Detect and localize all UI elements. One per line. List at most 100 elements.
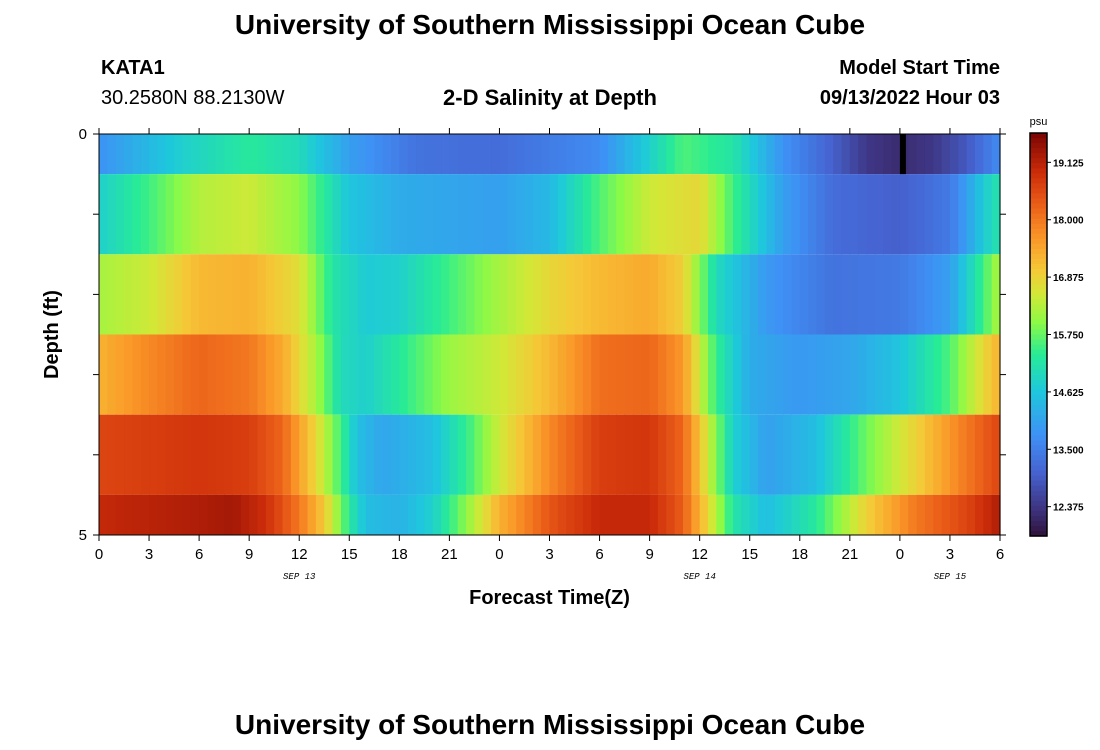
heatmap-cell [708, 134, 717, 175]
heatmap-cell [199, 494, 209, 535]
heatmap-cell [933, 254, 943, 335]
heatmap-cell [407, 174, 417, 255]
heatmap-cell [766, 414, 776, 495]
heatmap-cell [499, 334, 509, 415]
heatmap-cell [858, 494, 868, 535]
heatmap-cell [424, 254, 434, 335]
heatmap-cell [891, 334, 901, 415]
heatmap-cell [124, 134, 133, 175]
heatmap-cell [891, 494, 901, 535]
heatmap-cell [349, 414, 359, 495]
heatmap-cell [874, 134, 884, 175]
heatmap-cell [441, 494, 450, 535]
heatmap-cell [908, 134, 918, 175]
heatmap-cell [741, 494, 751, 535]
heatmap-cell [582, 414, 592, 495]
heatmap-cell [466, 174, 476, 255]
colorbar-segment [1030, 319, 1047, 326]
heatmap-cell [240, 254, 250, 335]
heatmap-cell [474, 174, 484, 255]
heatmap-cell [499, 414, 509, 495]
heatmap-cell [541, 414, 551, 495]
heatmap-cell [416, 254, 425, 335]
heatmap-cell [616, 414, 626, 495]
heatmap-cell [399, 414, 409, 495]
heatmap-cell [824, 414, 834, 495]
colorbar-segment [1030, 530, 1047, 537]
heatmap-cell [883, 494, 893, 535]
heatmap-cell [491, 174, 501, 255]
heatmap-cell [849, 414, 859, 495]
heatmap-cell [265, 414, 275, 495]
heatmap-cell [966, 414, 976, 495]
colorbar: psu 19.125 18.000 16.875 15.750 14.625 13.500 1… [1029, 116, 1084, 537]
heatmap-cell [958, 494, 968, 535]
heatmap-cell [891, 174, 901, 255]
heatmap-cell [307, 414, 317, 495]
heatmap-cell [916, 414, 926, 495]
heatmap-cell [165, 414, 175, 495]
heatmap-cell [941, 334, 951, 415]
heatmap-cell [115, 414, 125, 495]
heatmap-cell [541, 174, 551, 255]
heatmap-cell [357, 254, 367, 335]
heatmap-cell [107, 254, 117, 335]
heatmap-cell [991, 334, 1001, 415]
heatmap-cell [833, 414, 843, 495]
heatmap-cell [866, 174, 876, 255]
heatmap-cell [416, 134, 425, 175]
colorbar-segment [1030, 435, 1047, 441]
heatmap-cell [549, 174, 559, 255]
heatmap-cell [199, 254, 209, 335]
heatmap-cell [549, 254, 559, 335]
heatmap-cell [733, 134, 742, 175]
heatmap-cell [783, 494, 793, 535]
heatmap-cell [482, 254, 492, 335]
heatmap-cell [591, 494, 601, 535]
x-axis: 0 3 6 9 12 15 18 21 0 3 6 9 12 15 18 21 0 3 6 SEP 13 SEP 14 S… [95, 128, 1004, 609]
heatmap-cell [332, 134, 342, 175]
heatmap-cell [315, 134, 325, 175]
heatmap-cell [332, 414, 342, 495]
heatmap-cell [232, 254, 242, 335]
heatmap-cell [324, 494, 334, 535]
heatmap-cell [315, 174, 325, 255]
heatmap-cell [374, 494, 384, 535]
heatmap-cell [549, 494, 559, 535]
heatmap-cell [641, 254, 651, 335]
colorbar-segment [1030, 309, 1047, 315]
heatmap-cell [99, 174, 108, 255]
heatmap-cell [632, 174, 642, 255]
heatmap-cell [958, 134, 968, 175]
colorbar-segment [1030, 515, 1047, 522]
x-tick-label: 21 [841, 546, 858, 563]
heatmap-cell [599, 174, 609, 255]
colorbar-segment [1030, 304, 1047, 310]
heatmap-cell [766, 254, 776, 335]
heatmap-cell [449, 254, 459, 335]
heatmap-cell [190, 254, 200, 335]
heatmap-cell [657, 334, 667, 415]
heatmap-cell [491, 334, 501, 415]
heatmap-cell [899, 334, 909, 415]
heatmap-cell [908, 414, 918, 495]
heatmap-cell [240, 494, 250, 535]
heatmap-cell [824, 334, 834, 415]
heatmap-cell [199, 134, 209, 175]
heatmap-cell [599, 134, 609, 175]
heatmap-cell [616, 254, 626, 335]
colorbar-segment [1030, 284, 1047, 290]
heatmap-cell [716, 254, 726, 335]
heatmap-cell [315, 334, 325, 415]
heatmap-cell [924, 134, 934, 175]
heatmap-cell [474, 334, 484, 415]
heatmap-cell [632, 134, 642, 175]
colorbar-segment [1030, 294, 1047, 300]
heatmap-cell [257, 174, 267, 255]
heatmap-cell [207, 414, 217, 495]
heatmap-cell [382, 494, 392, 535]
heatmap-cell [215, 134, 225, 175]
heatmap-cell [257, 414, 267, 495]
heatmap-cell [99, 254, 108, 335]
colorbar-segment [1030, 405, 1047, 411]
